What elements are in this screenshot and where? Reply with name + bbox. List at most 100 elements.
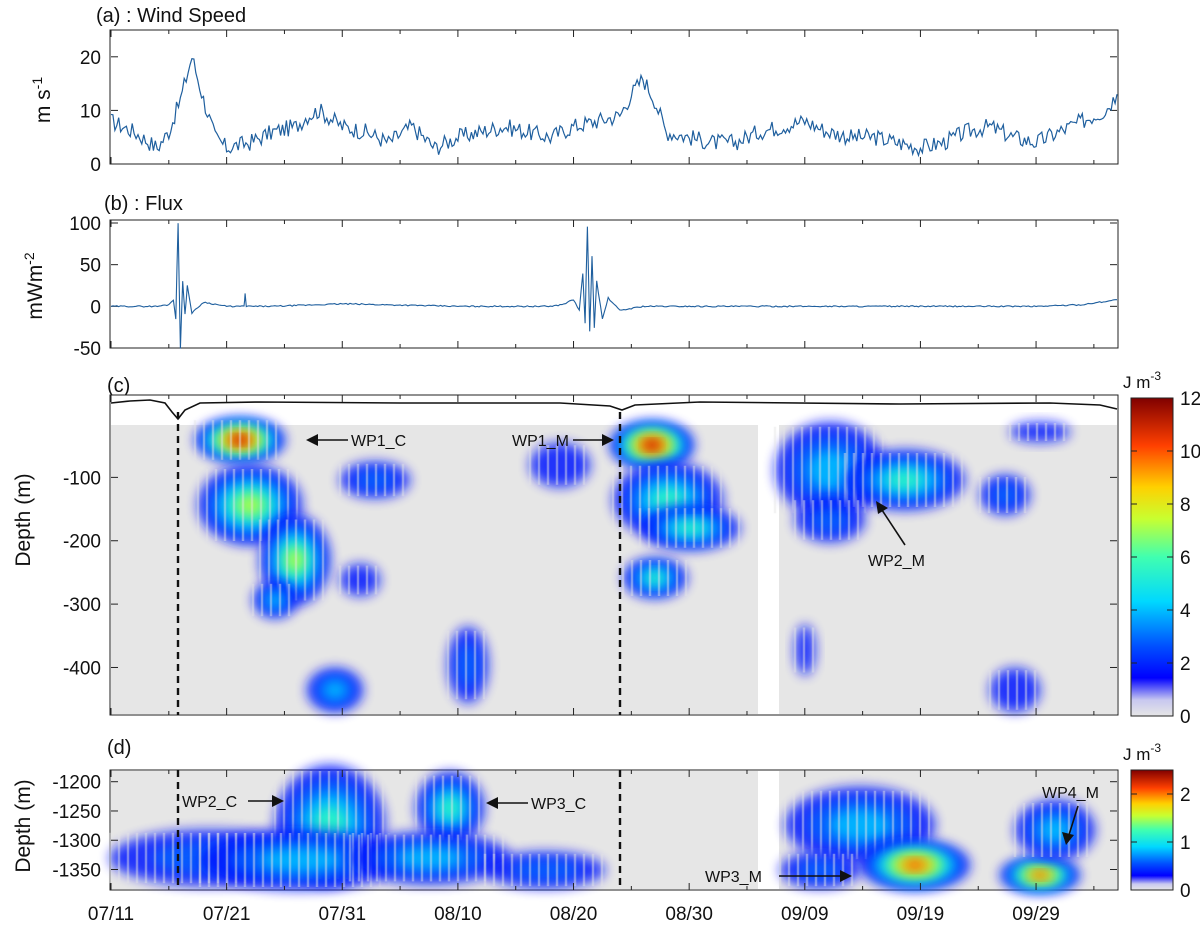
wind-speed-line	[110, 58, 1118, 158]
colorbar-d	[1130, 769, 1174, 891]
annotation-wp3-c: WP3_C	[486, 796, 586, 813]
annotation-wp2-m: WP2_M	[868, 501, 925, 570]
energy-patch	[796, 859, 844, 881]
svg-text:WP1_M: WP1_M	[512, 433, 569, 450]
y-tick-label: 0	[90, 297, 101, 318]
energy-patch	[258, 847, 342, 873]
x-axis-tick-labels: 07/11 07/21 07/31 08/10 08/20 08/30 09/09 09/19…	[88, 904, 1060, 925]
x-tick-label: 08/10	[434, 904, 482, 925]
panel-b-ylabel: mWm-2	[21, 252, 47, 319]
energy-patch	[439, 796, 461, 820]
energy-patch	[650, 487, 686, 513]
energy-patch	[510, 859, 580, 881]
x-tick-label: 09/29	[1012, 904, 1060, 925]
annotation-wp1-c: WP1_C	[306, 433, 406, 450]
annotation-wp4-m: WP4_M	[1042, 785, 1099, 845]
energy-patch	[1010, 422, 1070, 442]
annotation-wp1-m: WP1_M	[512, 433, 614, 450]
flux-line	[110, 223, 1117, 349]
y-tick-label: 50	[80, 256, 101, 277]
energy-patch	[236, 494, 264, 516]
panel-d-ylabel: Depth (m)	[12, 779, 35, 872]
y-tick-label: -1250	[52, 802, 101, 823]
y-tick-label: -100	[63, 468, 101, 489]
x-tick-label: 09/19	[897, 904, 945, 925]
panel-a-yticks: 0 10 20	[80, 48, 1117, 176]
panel-b: (b) : Flux -50 0 50 100 mWm-2	[21, 193, 1119, 360]
svg-text:WP4_M: WP4_M	[1042, 785, 1099, 802]
x-tick-label: 09/09	[781, 904, 829, 925]
energy-patch	[990, 668, 1040, 712]
x-tick-label: 07/11	[88, 904, 134, 925]
svg-text:WP2_M: WP2_M	[868, 553, 925, 570]
colorbar-tick-label: 2	[1180, 654, 1191, 675]
energy-patch	[904, 860, 926, 870]
y-tick-label: -200	[63, 532, 101, 553]
y-tick-label: -400	[63, 658, 101, 679]
energy-patch	[1038, 817, 1072, 843]
y-tick-label: -50	[74, 339, 101, 360]
energy-patch	[809, 507, 851, 533]
energy-patch	[530, 443, 590, 487]
panel-b-xticks	[110, 220, 1095, 348]
panel-d-yticks: -1200 -1250 -1300 -1350	[52, 773, 1117, 882]
y-tick-label: -1300	[52, 831, 101, 852]
x-tick-label: 08/30	[665, 904, 713, 925]
panel-c-energy-patches	[193, 418, 1070, 712]
x-tick-label: 07/31	[318, 904, 366, 925]
energy-patch	[644, 571, 666, 585]
colorbar-tick-label: 6	[1180, 548, 1191, 569]
x-tick-label: 07/21	[203, 904, 251, 925]
colorbar-tick-label: 0	[1180, 881, 1191, 902]
panel-d-label: (d)	[107, 737, 131, 759]
energy-patch	[645, 441, 659, 449]
energy-patch	[674, 521, 706, 535]
energy-patch	[885, 470, 925, 490]
svg-text:WP2_C: WP2_C	[182, 794, 237, 811]
y-tick-label: -1200	[52, 773, 101, 794]
energy-patch	[1032, 871, 1048, 879]
energy-patch	[232, 436, 248, 444]
y-tick-label: 10	[80, 101, 101, 122]
panel-a-xticks	[110, 30, 1095, 164]
annotation-wp2-c: WP2_C	[182, 794, 284, 811]
energy-patch	[456, 642, 480, 688]
x-tick-label: 08/20	[550, 904, 598, 925]
colorbar-tick-label: 4	[1180, 601, 1191, 622]
y-tick-label: 20	[80, 48, 101, 69]
svg-text:WP1_C: WP1_C	[351, 433, 406, 450]
colorbar-c	[1130, 397, 1174, 717]
colorbar-d-ticks: 0 1 2	[1131, 785, 1191, 902]
colorbar-tick-label: 12	[1180, 389, 1200, 410]
panel-a-ylabel: m s-1	[29, 77, 55, 123]
colorbar-tick-label: 8	[1180, 495, 1191, 516]
colorbar-c-label: J m-3	[1123, 369, 1161, 392]
energy-patch	[285, 548, 305, 572]
panel-c-ylabel: Depth (m)	[12, 473, 35, 566]
energy-patch	[990, 483, 1020, 507]
energy-patch	[829, 809, 891, 841]
energy-patch	[795, 625, 815, 675]
panel-d: (d) -1200 -1250 -1300 -1350 Depth (m) WP2_C…	[12, 737, 1191, 902]
annotation-wp3-m: WP3_M	[705, 869, 852, 886]
svg-text:WP3_C: WP3_C	[531, 796, 586, 813]
energy-patch	[323, 680, 347, 700]
panel-c: (c) -100 -200 -300 -400 Depth (m) WP1_C WP1…	[12, 369, 1200, 728]
energy-patch	[807, 450, 853, 490]
y-tick-label: -1350	[52, 861, 101, 882]
y-tick-label: 100	[69, 214, 101, 235]
colorbar-c-ticks: 0 2 4 6 8 10 12	[1131, 389, 1200, 728]
panel-b-yticks: -50 0 50 100	[69, 214, 1117, 360]
colorbar-d-label: J m-3	[1123, 741, 1161, 764]
energy-patch	[340, 564, 380, 596]
panel-c-label: (c)	[107, 375, 130, 397]
panel-a: (a) : Wind Speed 0 10 20 m s-1	[29, 5, 1119, 176]
panel-a-label: (a) : Wind Speed	[96, 5, 246, 27]
panel-c-yticks: -100 -200 -300 -400	[63, 468, 1117, 679]
energy-patch	[265, 592, 285, 608]
colorbar-tick-label: 0	[1180, 707, 1191, 728]
panel-c-xticks	[110, 395, 1095, 715]
colorbar-tick-label: 1	[1180, 833, 1191, 854]
energy-patch	[397, 847, 463, 869]
